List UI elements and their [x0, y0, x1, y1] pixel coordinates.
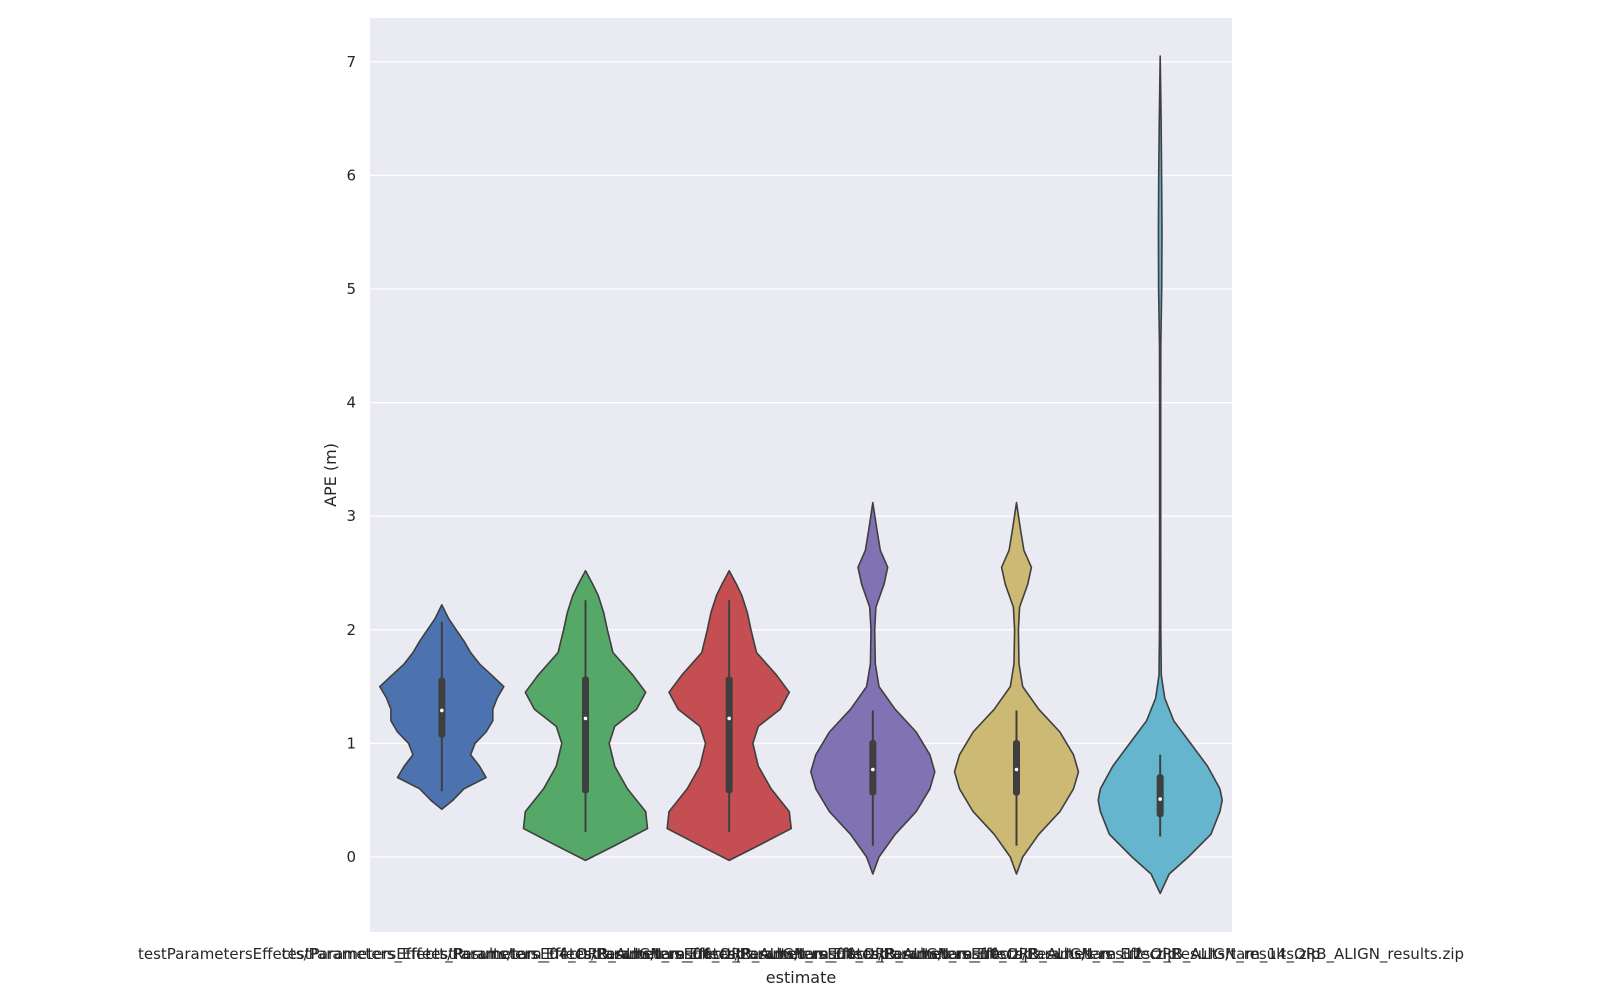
y-axis-ticks: 0 1 2 3 4 5 6 7 [346, 53, 356, 866]
violin-2 [522, 569, 649, 862]
x-tick-label: testParametersEffects/Parameters_Effect_… [713, 945, 1321, 964]
violin-4 [810, 501, 936, 875]
gridlines [370, 61, 1232, 858]
plot-background [370, 18, 1232, 932]
violin-median-point [1014, 767, 1019, 772]
y-tick-label: 2 [346, 621, 356, 639]
y-tick-label: 3 [346, 507, 356, 525]
violin-median-point [583, 716, 588, 721]
x-tick-label: testParametersEffects/Parameters_Effect_… [138, 945, 746, 964]
violin-median-point [1158, 797, 1162, 801]
violin-iqr-box [438, 677, 446, 738]
violins [379, 55, 1223, 895]
violin-1 [379, 604, 505, 811]
violin-median-point [727, 716, 731, 721]
violin-iqr-box [725, 676, 733, 794]
y-axis-label: APE (m) [321, 443, 340, 507]
violin-body [953, 501, 1080, 875]
violin-median-point [440, 708, 444, 713]
violin-body [1097, 55, 1223, 895]
x-axis-label: estimate [766, 968, 836, 987]
violin-median-point [871, 767, 875, 772]
violin-6 [1097, 55, 1223, 895]
x-tick-label: testParametersEffects/Parameters_Effect_… [569, 945, 1177, 964]
violin-body [810, 501, 936, 875]
y-tick-label: 0 [346, 848, 356, 866]
violin-iqr-box [582, 676, 589, 794]
y-tick-label: 4 [346, 394, 356, 412]
x-tick-label: testParametersEffects/Parameters_Effect_… [856, 945, 1464, 964]
violin-3 [666, 569, 792, 862]
violin-5 [953, 501, 1080, 875]
x-tick-label: testParametersEffects/Parameters_Effect_… [425, 945, 1033, 964]
y-tick-label: 6 [346, 166, 356, 184]
y-tick-label: 7 [346, 53, 356, 71]
x-tick-label: testParametersEffects/Parameters_Effect_… [282, 945, 890, 964]
y-tick-label: 1 [346, 734, 356, 752]
violin-iqr-box [1156, 774, 1164, 818]
y-tick-label: 5 [346, 280, 356, 298]
x-axis-ticks: testParametersEffects/Parameters_Effect_… [138, 945, 1464, 964]
